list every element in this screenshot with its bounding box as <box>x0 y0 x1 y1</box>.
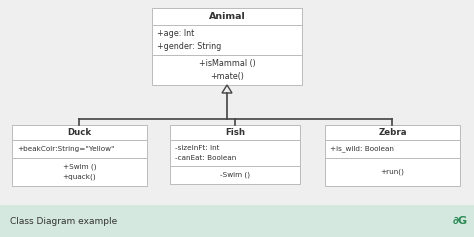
Text: +age: Int
+gender: String: +age: Int +gender: String <box>157 29 221 51</box>
Bar <box>12 158 147 186</box>
Text: Class Diagram example: Class Diagram example <box>10 217 117 225</box>
Text: +is_wild: Boolean: +is_wild: Boolean <box>330 146 394 152</box>
Text: ∂G: ∂G <box>453 216 467 226</box>
Text: +isMammal ()
+mate(): +isMammal () +mate() <box>199 59 255 81</box>
Bar <box>152 55 302 85</box>
Bar <box>12 140 147 158</box>
Text: +beakColr:String="Yellow": +beakColr:String="Yellow" <box>17 146 115 152</box>
Bar <box>325 125 460 140</box>
Text: +run(): +run() <box>381 169 404 175</box>
Bar <box>12 125 147 140</box>
Bar <box>170 125 300 140</box>
Bar <box>325 158 460 186</box>
Bar <box>170 140 300 166</box>
Text: -Swim (): -Swim () <box>220 172 250 178</box>
Text: Duck: Duck <box>67 128 91 137</box>
Bar <box>152 8 302 25</box>
Bar <box>170 166 300 184</box>
Bar <box>0 205 474 237</box>
Text: -sizeInFt: Int
-canEat: Boolean: -sizeInFt: Int -canEat: Boolean <box>175 146 236 160</box>
Text: Animal: Animal <box>209 12 246 21</box>
Text: Fish: Fish <box>225 128 245 137</box>
Bar <box>325 140 460 158</box>
Text: Zebra: Zebra <box>378 128 407 137</box>
Text: +Swim ()
+quack(): +Swim () +quack() <box>63 164 96 180</box>
Bar <box>152 25 302 55</box>
